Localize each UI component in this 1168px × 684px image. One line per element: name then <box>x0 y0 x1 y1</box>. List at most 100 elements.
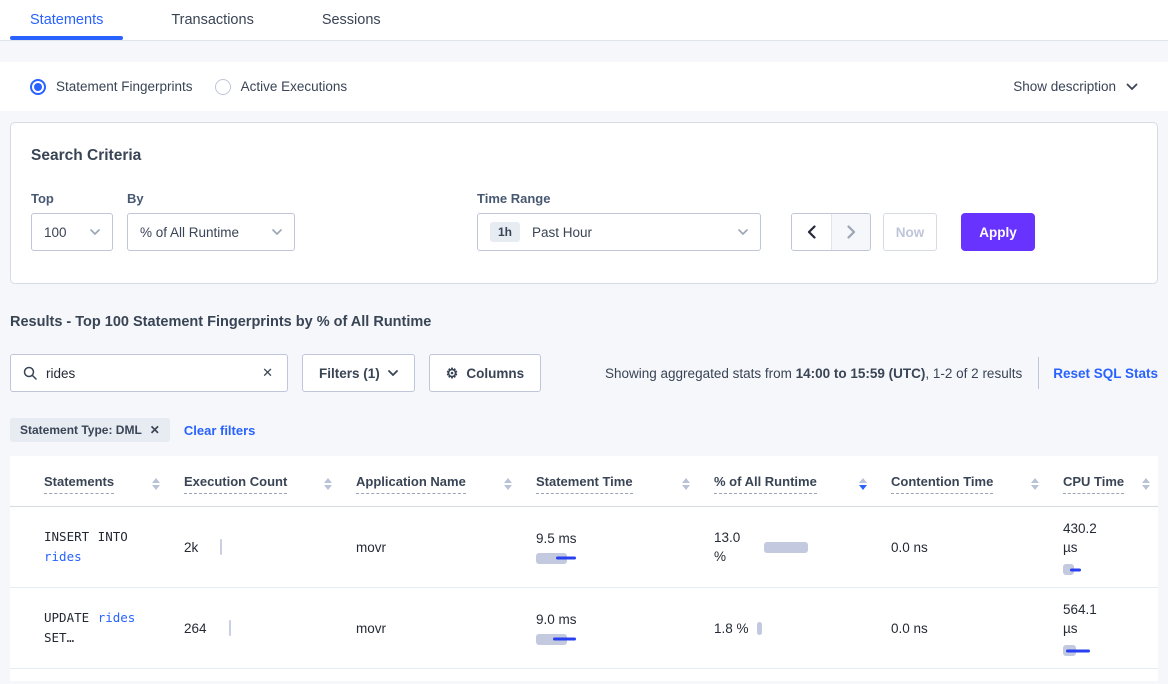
tab-transactions[interactable]: Transactions <box>151 0 273 40</box>
statement-cell: INSERT INTO rides <box>44 507 184 587</box>
apply-button[interactable]: Apply <box>961 213 1035 251</box>
execution-count-value: 2k <box>184 539 199 555</box>
column-header-statement-time[interactable]: Statement Time <box>536 456 714 506</box>
cpu-time-cell: 564.1 µs <box>1063 588 1158 668</box>
view-toggle-bar: Statement Fingerprints Active Executions… <box>0 62 1168 111</box>
filter-chips-row: Statement Type: DML ✕ Clear filters <box>10 418 1158 442</box>
sort-icon <box>504 478 512 490</box>
chevron-left-icon <box>807 225 816 239</box>
tab-statements[interactable]: Statements <box>10 0 124 40</box>
execution-count-cell: 2k <box>184 507 356 587</box>
chevron-down-icon <box>738 229 748 235</box>
application-name-value: movr <box>356 539 386 555</box>
cpu-time-value: 430.2 µs <box>1063 521 1097 555</box>
gear-icon: ⚙ <box>445 365 459 381</box>
runtime-cell: 13.0 % <box>714 507 891 587</box>
column-header-runtime[interactable]: % of All Runtime <box>714 456 891 506</box>
table-row: UPDATE rides SET… 264 movr 9.0 ms 1.8 % … <box>10 588 1158 669</box>
runtime-bar <box>764 541 808 553</box>
next-time-button[interactable] <box>831 214 870 250</box>
reset-sql-stats-link[interactable]: Reset SQL Stats <box>1053 365 1158 381</box>
column-header-label: Statement Time <box>536 474 633 494</box>
aggregated-stats-text: Showing aggregated stats from 14:00 to 1… <box>605 366 1022 381</box>
radio-active-executions-label: Active Executions <box>240 79 348 94</box>
column-header-contention-time[interactable]: Contention Time <box>891 456 1063 506</box>
contention-time-cell: 0.0 ns <box>891 507 1063 587</box>
cpu-time-cell: 430.2 µs <box>1063 507 1158 587</box>
stats-prefix: Showing aggregated stats from <box>605 365 796 381</box>
radio-active-executions[interactable]: Active Executions <box>214 78 348 95</box>
contention-time-value: 0.0 ns <box>891 539 928 555</box>
filters-button[interactable]: Filters (1) <box>302 354 415 392</box>
column-header-label: CPU Time <box>1063 474 1125 494</box>
time-nav-arrows <box>791 213 871 251</box>
now-button[interactable]: Now <box>883 213 937 251</box>
tab-sessions-label: Sessions <box>321 12 381 28</box>
columns-button-label: Columns <box>466 365 525 381</box>
time-range-label: Time Range <box>477 191 551 206</box>
cpu-time-value: 564.1 µs <box>1063 602 1097 636</box>
time-range-value: Past Hour <box>532 224 593 240</box>
statement-link[interactable]: rides <box>97 610 136 625</box>
radio-statement-fingerprints[interactable]: Statement Fingerprints <box>30 78 193 95</box>
runtime-value: 1.8 % <box>714 620 749 636</box>
top-select-value: 100 <box>44 224 67 240</box>
column-header-application-name[interactable]: Application Name <box>356 456 536 506</box>
tab-sessions[interactable]: Sessions <box>302 0 401 40</box>
clear-filters-link[interactable]: Clear filters <box>183 422 256 438</box>
sql-text: SET… <box>44 630 75 645</box>
results-toolbar: ✕ Filters (1) ⚙ Columns Showing aggregat… <box>10 354 1158 392</box>
tab-statements-label: Statements <box>30 12 104 28</box>
radio-unselected-icon <box>214 78 231 95</box>
column-header-label: Statements <box>44 474 115 494</box>
search-criteria-controls: Top 100 By % of All Runtime Time Range 1… <box>31 191 1137 251</box>
search-box: ✕ <box>10 354 288 392</box>
chevron-down-icon <box>1126 83 1138 91</box>
execution-count-bar <box>228 620 231 636</box>
sql-text: INSERT INTO <box>44 529 128 544</box>
statement-time-bar <box>536 633 576 645</box>
by-select[interactable]: % of All Runtime <box>127 213 295 251</box>
statement-fingerprint: UPDATE rides SET… <box>44 608 146 648</box>
execution-count-bar <box>220 539 223 555</box>
application-name-value: movr <box>356 620 386 636</box>
sort-icon <box>682 478 690 490</box>
stats-time-range: 14:00 to 15:59 (UTC) <box>795 365 926 381</box>
toolbar-right: Showing aggregated stats from 14:00 to 1… <box>605 357 1158 389</box>
tab-transactions-label: Transactions <box>171 12 254 28</box>
top-field: Top 100 <box>31 191 113 251</box>
search-criteria-card: Search Criteria Top 100 By % of All Runt… <box>10 122 1158 284</box>
statement-time-value: 9.0 ms <box>536 611 577 627</box>
chevron-down-icon <box>387 370 398 376</box>
by-field: By % of All Runtime <box>127 191 295 251</box>
execution-count-value: 264 <box>184 620 207 636</box>
filters-button-label: Filters (1) <box>319 365 380 381</box>
application-name-cell: movr <box>356 507 536 587</box>
show-description-toggle[interactable]: Show description <box>1013 79 1138 94</box>
radio-statement-fingerprints-label: Statement Fingerprints <box>56 79 193 94</box>
statement-time-cell: 9.0 ms <box>536 588 714 668</box>
filter-chip-statement-type[interactable]: Statement Type: DML ✕ <box>10 418 170 442</box>
clear-search-icon[interactable]: ✕ <box>262 365 273 380</box>
sort-icon <box>324 478 332 490</box>
by-label: By <box>127 191 144 206</box>
column-header-execution-count[interactable]: Execution Count <box>184 456 356 506</box>
sort-icon <box>1142 478 1150 490</box>
statement-link[interactable]: rides <box>44 549 82 564</box>
search-input[interactable] <box>46 365 261 381</box>
column-header-cpu-time[interactable]: CPU Time <box>1063 456 1158 506</box>
columns-button[interactable]: ⚙ Columns <box>428 354 542 392</box>
top-select[interactable]: 100 <box>31 213 113 251</box>
remove-filter-icon[interactable]: ✕ <box>149 423 160 437</box>
column-header-label: Contention Time <box>891 474 994 494</box>
statement-fingerprint: INSERT INTO rides <box>44 527 146 567</box>
sort-icon <box>152 478 160 490</box>
application-name-cell: movr <box>356 588 536 668</box>
contention-time-value: 0.0 ns <box>891 620 928 636</box>
results-heading: Results - Top 100 Statement Fingerprints… <box>10 314 432 330</box>
time-range-select[interactable]: 1h Past Hour <box>477 213 761 251</box>
previous-time-button[interactable] <box>792 214 831 250</box>
column-header-statements[interactable]: Statements <box>44 456 184 506</box>
table-header-row: Statements Execution Count Application N… <box>10 456 1158 507</box>
